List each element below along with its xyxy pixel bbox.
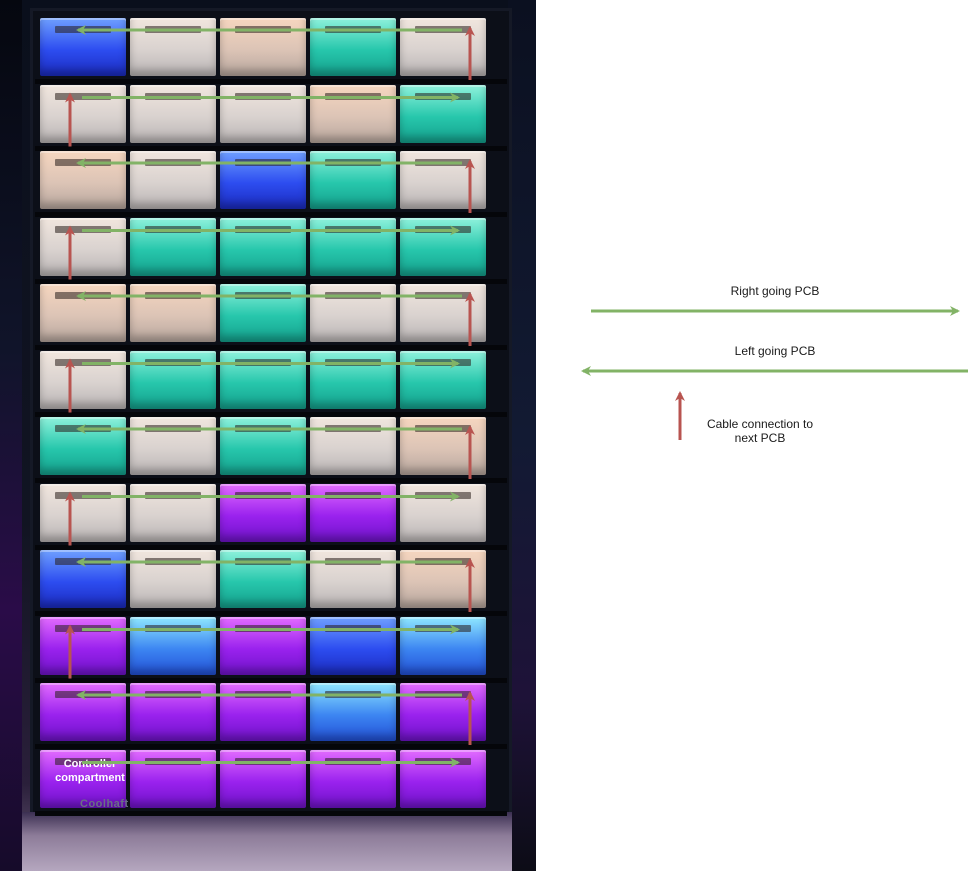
drawer bbox=[40, 616, 126, 675]
drawer bbox=[310, 151, 396, 209]
drawer bbox=[130, 284, 216, 342]
shelf bbox=[35, 677, 507, 683]
legend-left-label: Left going PCB bbox=[734, 344, 816, 358]
legend-cable-label-line1: Cable connection to bbox=[706, 417, 814, 431]
drawer bbox=[220, 217, 306, 276]
legend-cable-label-line2: next PCB bbox=[734, 431, 786, 445]
shelf bbox=[35, 544, 507, 550]
neighbor-cabinet-left bbox=[0, 0, 22, 871]
shelf bbox=[35, 278, 507, 284]
legend-cable-label: Cable connection to next PCB bbox=[690, 417, 830, 445]
cabinet-brand: Coolhaft bbox=[80, 798, 129, 810]
shelf bbox=[35, 411, 507, 417]
drawer bbox=[310, 616, 396, 675]
drawer bbox=[130, 84, 216, 143]
shelf bbox=[35, 145, 507, 151]
drawer bbox=[400, 350, 486, 409]
shelf bbox=[35, 345, 507, 350]
shelf bbox=[35, 810, 507, 816]
floor bbox=[22, 812, 512, 871]
shelf bbox=[35, 744, 507, 749]
shelf bbox=[35, 212, 507, 217]
controller-label-line2: compartment bbox=[55, 772, 125, 784]
legend-right-label: Right going PCB bbox=[730, 284, 820, 298]
neighbor-cabinet-right bbox=[508, 0, 536, 871]
shelf bbox=[35, 79, 507, 84]
shelf bbox=[35, 478, 507, 483]
shelf bbox=[35, 611, 507, 616]
drawer bbox=[220, 749, 306, 808]
photo-arrow-group bbox=[65, 25, 475, 768]
drawer bbox=[400, 84, 486, 143]
